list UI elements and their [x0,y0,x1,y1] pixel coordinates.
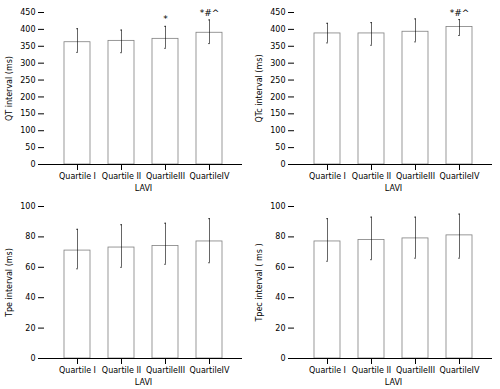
svg-text:50: 50 [275,143,285,152]
svg-text:Quartile I: Quartile I [309,366,346,375]
svg-text:400: 400 [270,25,285,34]
svg-text:Tpe interval (ms): Tpe interval (ms) [5,248,14,318]
svg-text:50: 50 [25,143,35,152]
svg-text:150: 150 [270,109,285,118]
svg-text:LAVI: LAVI [135,184,152,193]
svg-text:300: 300 [20,59,35,68]
svg-text:QuartileIV: QuartileIV [440,366,480,375]
svg-text:QT interval (ms): QT interval (ms) [5,56,14,121]
svg-text:QuartileIV: QuartileIV [440,172,480,181]
svg-text:QuartileIII: QuartileIII [396,366,435,375]
svg-text:100: 100 [20,126,35,135]
svg-text:450: 450 [20,8,35,17]
svg-text:Quartile II: Quartile II [352,366,391,375]
svg-text:60: 60 [25,263,35,272]
svg-text:300: 300 [270,59,285,68]
svg-text:0: 0 [280,354,285,363]
svg-text:Quartile I: Quartile I [309,172,346,181]
svg-text:350: 350 [20,42,35,51]
svg-text:QTc interval (ms): QTc interval (ms) [255,54,264,122]
svg-text:400: 400 [20,25,35,34]
svg-text:QuartileIV: QuartileIV [190,172,230,181]
svg-text:LAVI: LAVI [135,378,152,387]
svg-text:Quartile I: Quartile I [59,366,96,375]
svg-text:Quartile II: Quartile II [102,172,141,181]
svg-text:100: 100 [20,202,35,211]
svg-text:Tpec interval ( ms ): Tpec interval ( ms ) [255,243,264,322]
svg-text:QuartileIII: QuartileIII [396,172,435,181]
svg-text:250: 250 [270,76,285,85]
svg-text:Quartile I: Quartile I [59,172,96,181]
svg-text:*#^: *#^ [450,8,470,18]
svg-text:QuartileIII: QuartileIII [146,366,185,375]
svg-text:QuartileIII: QuartileIII [146,172,185,181]
svg-text:20: 20 [25,324,35,333]
svg-text:200: 200 [20,93,35,102]
svg-text:350: 350 [270,42,285,51]
svg-text:100: 100 [270,202,285,211]
svg-text:250: 250 [20,76,35,85]
svg-text:100: 100 [270,126,285,135]
svg-text:20: 20 [275,324,285,333]
svg-text:QuartileIV: QuartileIV [190,366,230,375]
svg-text:Quartile II: Quartile II [102,366,141,375]
svg-text:80: 80 [275,232,285,241]
svg-text:LAVI: LAVI [385,378,402,387]
svg-text:LAVI: LAVI [385,184,402,193]
svg-text:0: 0 [30,354,35,363]
svg-text:80: 80 [25,232,35,241]
svg-text:*#^: *#^ [200,8,220,18]
svg-text:40: 40 [275,293,285,302]
svg-text:60: 60 [275,263,285,272]
svg-text:0: 0 [30,160,35,169]
svg-text:0: 0 [280,160,285,169]
svg-text:Quartile II: Quartile II [352,172,391,181]
svg-text:*: * [163,14,168,24]
svg-text:40: 40 [25,293,35,302]
svg-text:200: 200 [270,93,285,102]
svg-text:150: 150 [20,109,35,118]
svg-text:450: 450 [270,8,285,17]
